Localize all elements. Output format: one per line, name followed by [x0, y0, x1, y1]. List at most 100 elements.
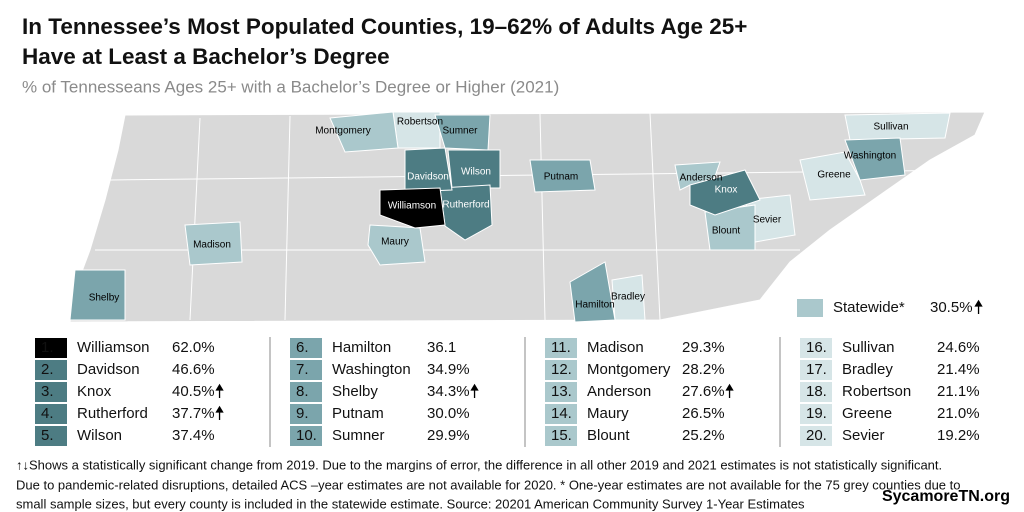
rank: 5. [41, 427, 54, 444]
county-name: Sumner [332, 427, 385, 444]
county-name: Shelby [332, 383, 378, 400]
county-value: 29.9% [427, 427, 470, 444]
rank-box [545, 382, 577, 402]
rank-box [800, 426, 832, 446]
county-shape [529, 159, 596, 193]
county-value: 34.3% [427, 383, 470, 400]
county-value: 46.6% [172, 361, 215, 378]
county-label: Bradley [611, 292, 645, 303]
legend-label: Statewide* [833, 299, 905, 316]
rank-box [35, 338, 67, 358]
rank: 6. [296, 339, 309, 356]
rank: 12. [551, 361, 572, 378]
county-name: Rutherford [77, 405, 148, 422]
subtitle: % of Tennesseans Ages 25+ with a Bachelo… [22, 77, 559, 96]
county-shape [404, 147, 453, 193]
significance-arrow [974, 299, 983, 314]
significance-arrow [215, 383, 224, 398]
county-shape [611, 274, 646, 321]
county-name: Sullivan [842, 339, 895, 356]
county-value: 28.2% [682, 361, 725, 378]
rank-box [800, 404, 832, 424]
rank: 2. [41, 361, 54, 378]
rank-box [290, 404, 322, 424]
rank-box [35, 404, 67, 424]
rank: 4. [41, 405, 54, 422]
rank-box [290, 382, 322, 402]
county-name: Hamilton [332, 339, 391, 356]
county-name: Blount [587, 427, 630, 444]
county-label: Wilson [461, 167, 491, 178]
rank-table: 1. Williamson 62.0% 2. Davidson 46.6% 3. Knox 40… [35, 338, 980, 446]
county-value: 21.0% [937, 405, 980, 422]
county-name: Washington [332, 361, 411, 378]
county-shape [447, 149, 501, 189]
county-shape [844, 112, 951, 141]
county-label: Montgomery [315, 126, 371, 137]
rank-box [545, 360, 577, 380]
title: Have at Least a Bachelor’s Degree [22, 44, 390, 69]
county-name: Davidson [77, 361, 140, 378]
county-value: 30.0% [427, 405, 470, 422]
significance-arrow [470, 383, 479, 398]
county-value: 34.9% [427, 361, 470, 378]
county-label: Blount [712, 226, 741, 237]
county-label: Williamson [388, 201, 436, 212]
county-value: 19.2% [937, 427, 980, 444]
rank-box [545, 338, 577, 358]
county-value: 37.7% [172, 405, 215, 422]
legend-swatch [797, 299, 823, 317]
county-value: 27.6% [682, 383, 725, 400]
rank: 10. [296, 427, 317, 444]
rank-box [545, 426, 577, 446]
county-name: Wilson [77, 427, 122, 444]
footnote: ↑↓Shows a statistically significant chan… [16, 457, 942, 472]
rank-box [545, 404, 577, 424]
significance-arrow [725, 383, 734, 398]
county-label: Rutherford [442, 200, 489, 211]
rank-box [290, 360, 322, 380]
title: In Tennessee’s Most Populated Counties, … [22, 14, 747, 39]
county-value: 40.5% [172, 383, 215, 400]
county-label: Anderson [680, 173, 723, 184]
county-name: Madison [587, 339, 644, 356]
legend-value: 30.5% [930, 299, 973, 316]
county-layer: Williamson Davidson Knox Rutherford Wilson Ha… [69, 111, 951, 323]
rank: 9. [296, 405, 309, 422]
county-label: Davidson [407, 172, 449, 183]
county-value: 21.1% [937, 383, 980, 400]
county-label: Greene [817, 170, 851, 181]
rank-box [800, 360, 832, 380]
county-label: Knox [715, 185, 738, 196]
county-label: Sumner [442, 126, 478, 137]
county-label: Madison [193, 240, 231, 251]
rank-box [290, 338, 322, 358]
county-value: 21.4% [937, 361, 980, 378]
county-value: 62.0% [172, 339, 215, 356]
county-value: 29.3% [682, 339, 725, 356]
rank: 17. [806, 361, 827, 378]
rank: 8. [296, 383, 309, 400]
rank-box [290, 426, 322, 446]
county-name: Maury [587, 405, 629, 422]
rank-box [35, 382, 67, 402]
county-name: Montgomery [587, 361, 671, 378]
rank: 13. [551, 383, 572, 400]
rank-box [800, 338, 832, 358]
county-label: Putnam [544, 172, 578, 183]
county-shape [844, 137, 906, 181]
rank: 16. [806, 339, 827, 356]
county-name: Knox [77, 383, 112, 400]
county-label: Sevier [753, 215, 782, 226]
county-shape [379, 187, 446, 229]
rank-box [35, 360, 67, 380]
county-value: 24.6% [937, 339, 980, 356]
state-map [69, 111, 986, 323]
county-value: 37.4% [172, 427, 215, 444]
rank: 15. [551, 427, 572, 444]
county-name: Robertson [842, 383, 911, 400]
county-name: Greene [842, 405, 892, 422]
county-label: Sullivan [873, 122, 908, 133]
rank: 11. [551, 339, 571, 356]
county-label: Hamilton [575, 300, 614, 311]
